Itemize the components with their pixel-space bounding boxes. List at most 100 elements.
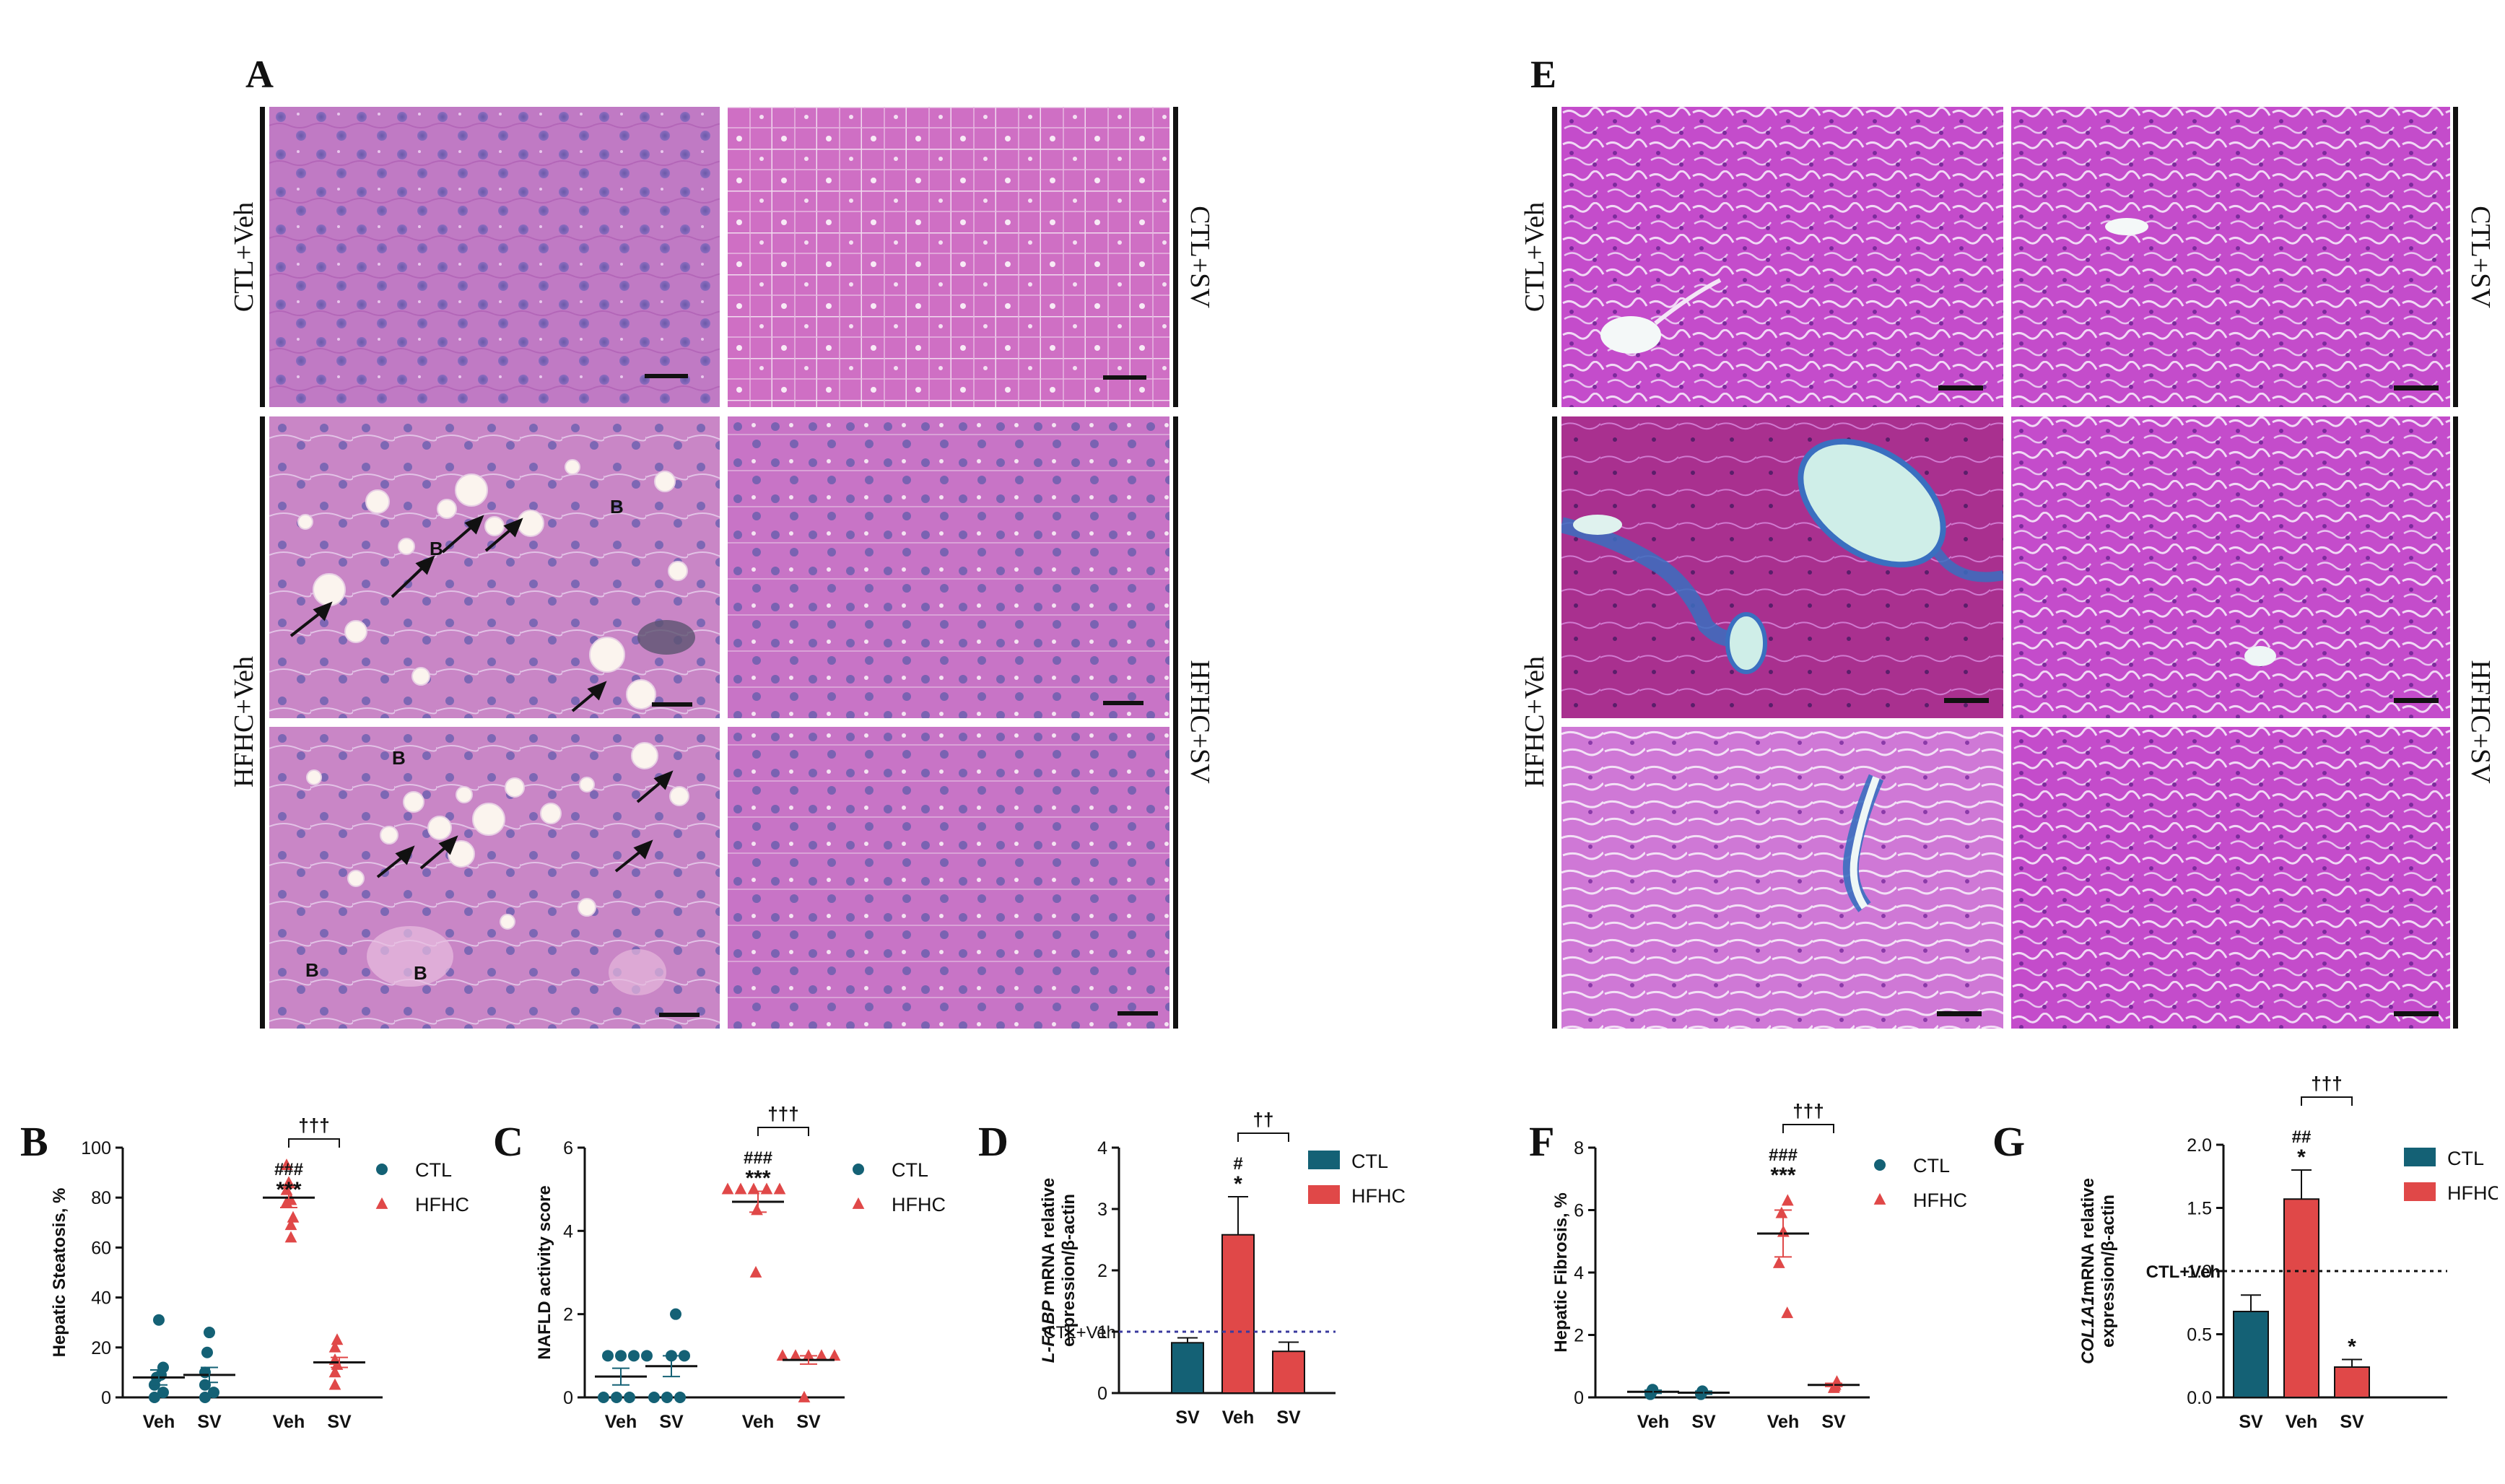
chart-col1a1-expression: 0.0 0.5 1.0 1.5 2.0 COL1A1mRNA relative expres… — [2078, 1073, 2498, 1432]
data-point — [679, 1350, 690, 1362]
data-point — [204, 1327, 215, 1339]
micrograph-mt-hfhc-veh-1 — [1561, 416, 2003, 718]
y-axis-label: NAFLD activity score — [535, 1185, 554, 1359]
y-tick-label: 2 — [563, 1305, 573, 1325]
y-axis-label: COL1A1mRNA relative — [2078, 1178, 2098, 1364]
chart-l-fabp-expression: 0 1 2 3 4 L-FABP mRNA relative expression/β-ac… — [1039, 1109, 1406, 1428]
significance-bracket — [1782, 1124, 1834, 1133]
y-tick-label: 1 — [1097, 1322, 1107, 1343]
group-bar — [1552, 107, 1557, 407]
significance-label: ††† — [1792, 1100, 1824, 1122]
data-point — [149, 1392, 160, 1403]
x-tick-label: SV — [1276, 1407, 1301, 1428]
x-tick-label: SV — [2239, 1412, 2263, 1432]
micrograph-he-hfhc-sv-1 — [728, 416, 1169, 718]
data-point — [328, 1340, 341, 1353]
x-tick-label: Veh — [2286, 1412, 2317, 1432]
group-label-ctl-sv: CTL+SV — [1185, 206, 1215, 308]
significance-bracket — [288, 1138, 340, 1148]
significance-label: ## — [2292, 1127, 2312, 1147]
ballooning-label: B — [305, 959, 319, 981]
significance-bracket — [757, 1127, 809, 1136]
chart-hepatic-steatosis: 0 20 40 60 80 100 Veh SV Veh SV Hepatic Steatosis,… — [50, 1114, 469, 1432]
bar — [2334, 1366, 2370, 1398]
y-tick-label: 100 — [81, 1138, 111, 1158]
group-bar — [1173, 416, 1178, 1029]
micrograph-mt-hfhc-veh-2 — [1561, 727, 2003, 1029]
y-tick-label: 8 — [1574, 1138, 1584, 1158]
y-tick-label: 1.0 — [2187, 1262, 2212, 1282]
micrograph-he-ctl-veh — [269, 107, 720, 407]
data-point — [641, 1350, 653, 1362]
y-tick-label: 1.5 — [2187, 1199, 2212, 1219]
significance-bracket — [2301, 1096, 2353, 1106]
data-point — [157, 1387, 169, 1399]
micrograph-mt-ctl-veh — [1561, 107, 2003, 407]
group-label-ctl-sv: CTL+SV — [2465, 206, 2496, 308]
legend-label: HFHC — [892, 1194, 946, 1215]
legend-label: CTL — [415, 1159, 452, 1181]
y-tick-label: 0.5 — [2187, 1325, 2212, 1345]
ballooning-label: B — [610, 496, 624, 518]
data-point — [802, 1349, 815, 1361]
y-axis-label: expression/β-actin — [2099, 1195, 2118, 1348]
data-point — [628, 1350, 640, 1362]
x-tick-label: SV — [796, 1412, 821, 1432]
legend-swatch — [1308, 1151, 1340, 1169]
x-tick-label: SV — [327, 1412, 352, 1432]
data-point — [201, 1346, 213, 1358]
legend-swatch — [2404, 1182, 2436, 1201]
x-tick-label: Veh — [1222, 1407, 1254, 1428]
data-point — [602, 1350, 614, 1362]
y-tick-label: 0 — [1097, 1384, 1107, 1404]
y-tick-label: 4 — [563, 1221, 573, 1241]
x-tick-label: SV — [2340, 1412, 2364, 1432]
significance-label: *** — [1770, 1164, 1795, 1187]
legend-label: HFHC — [1351, 1185, 1406, 1207]
significance-label: ### — [274, 1160, 303, 1179]
panel-letter-c: C — [493, 1118, 523, 1165]
data-point — [798, 1390, 811, 1402]
group-label-hfhc-veh: HFHC+Veh — [229, 656, 259, 787]
group-label-hfhc-veh: HFHC+Veh — [1520, 656, 1550, 787]
data-point — [331, 1333, 344, 1345]
data-point — [282, 1176, 295, 1188]
chart-nafld-activity-score: 0 2 4 6 Veh SV Veh SV NAFLD activity score ***###… — [535, 1103, 946, 1432]
legend-label: HFHC — [1913, 1190, 1967, 1211]
data-point — [280, 1183, 293, 1195]
data-point — [284, 1218, 297, 1231]
y-tick-label: 2.0 — [2187, 1135, 2212, 1156]
data-point — [721, 1182, 734, 1195]
micrograph-he-hfhc-sv-2 — [728, 727, 1169, 1029]
data-point — [1874, 1159, 1886, 1171]
significance-label: ††† — [767, 1103, 798, 1125]
data-point — [624, 1392, 635, 1403]
group-bar — [2453, 416, 2458, 1029]
x-tick-label: Veh — [273, 1412, 305, 1432]
significance-label: *** — [745, 1166, 770, 1190]
significance-label: ### — [744, 1148, 772, 1168]
x-tick-label: Veh — [1637, 1412, 1669, 1432]
data-point — [287, 1210, 300, 1223]
legend-label: CTL — [1913, 1155, 1950, 1177]
micrograph-mt-hfhc-sv-2 — [2011, 727, 2450, 1029]
significance-label: *** — [276, 1178, 301, 1202]
x-tick-label: Veh — [605, 1412, 637, 1432]
legend-label: CTL — [2447, 1148, 2484, 1169]
significance-label: ††† — [298, 1114, 329, 1136]
y-tick-label: 80 — [91, 1188, 111, 1208]
legend-swatch — [2404, 1148, 2436, 1166]
y-axis-label: Hepatic Steatosis, % — [50, 1188, 69, 1358]
micrograph-mt-hfhc-sv-1 — [2011, 416, 2450, 718]
group-bar — [2453, 107, 2458, 407]
panel-letter-g: G — [1992, 1118, 2026, 1165]
y-tick-label: 0 — [1574, 1388, 1584, 1408]
panel-letter-b: B — [20, 1118, 48, 1165]
group-bar — [260, 107, 265, 407]
legend-label: CTL — [892, 1159, 928, 1181]
legend-label: CTL — [1351, 1151, 1388, 1172]
data-point — [1772, 1256, 1785, 1268]
micrograph-mt-ctl-sv — [2011, 107, 2450, 407]
y-tick-label: 0 — [101, 1388, 111, 1408]
y-tick-label: 20 — [91, 1338, 111, 1358]
